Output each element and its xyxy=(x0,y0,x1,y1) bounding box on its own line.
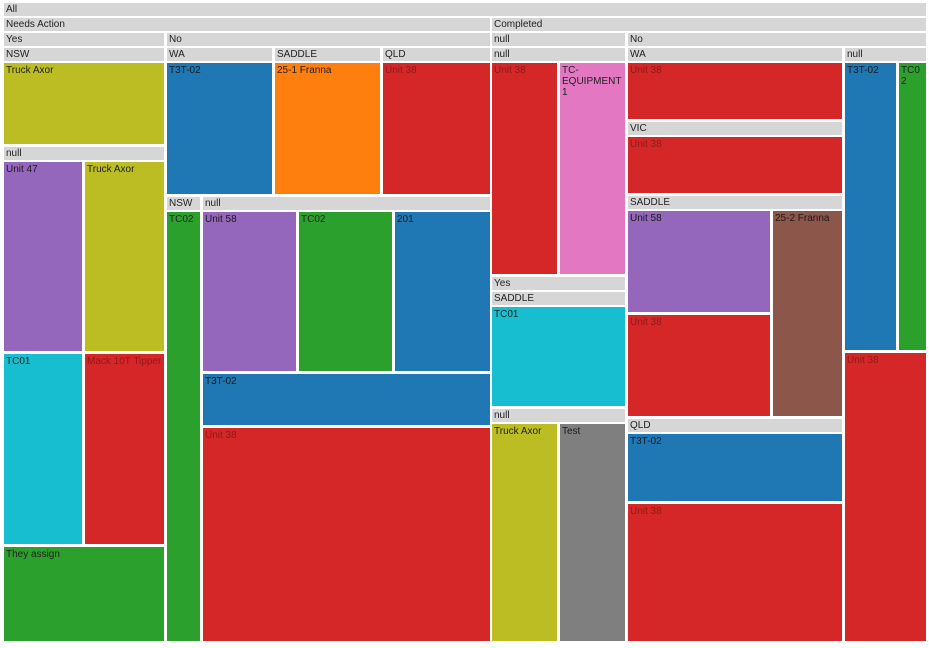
header-c-no-vic[interactable]: VIC xyxy=(628,122,842,135)
header-completed-yes[interactable]: Yes xyxy=(492,277,625,290)
header-completed[interactable]: Completed xyxy=(492,18,926,31)
leaf-unit-38[interactable]: Unit 38 xyxy=(628,137,842,193)
header-c-null-null[interactable]: null xyxy=(492,48,625,61)
leaf-they-assign[interactable]: They assign xyxy=(4,547,164,641)
header-needs-action[interactable]: Needs Action xyxy=(4,18,490,31)
header-completed-no[interactable]: No xyxy=(628,33,926,46)
leaf-unit-58[interactable]: Unit 58 xyxy=(628,211,770,312)
leaf-t3t-02[interactable]: T3T-02 xyxy=(167,63,272,194)
header-c-yes-null[interactable]: null xyxy=(492,409,625,422)
header-na-yes-nsw[interactable]: NSW xyxy=(4,48,164,61)
leaf-mack-10t-tipper[interactable]: Mack 10T Tipper xyxy=(85,354,164,544)
leaf-tc02[interactable]: TC02 xyxy=(299,212,392,371)
header-na-yes-null[interactable]: null xyxy=(4,147,164,160)
leaf-t3t-02[interactable]: T3T-02 xyxy=(203,374,490,425)
leaf-t3t-02[interactable]: T3T-02 xyxy=(845,63,896,350)
leaf-unit-47[interactable]: Unit 47 xyxy=(4,162,82,351)
leaf-t3t-02[interactable]: T3T-02 xyxy=(628,434,842,501)
header-completed-null[interactable]: null xyxy=(492,33,625,46)
leaf-unit-38[interactable]: Unit 38 xyxy=(628,63,842,119)
header-c-yes-saddle[interactable]: SADDLE xyxy=(492,292,625,305)
leaf-tc02[interactable]: TC02 xyxy=(899,63,926,350)
header-c-no-qld[interactable]: QLD xyxy=(628,419,842,432)
leaf-truck-axor[interactable]: Truck Axor xyxy=(492,424,557,641)
leaf-unit-58[interactable]: Unit 58 xyxy=(203,212,296,371)
header-na-no-qld[interactable]: QLD xyxy=(383,48,490,61)
leaf-truck-axor[interactable]: Truck Axor xyxy=(4,63,164,144)
leaf-unit-38[interactable]: Unit 38 xyxy=(628,315,770,416)
leaf-tc-equipment1[interactable]: TC-EQUIPMENT1 xyxy=(560,63,625,274)
header-c-no-wa[interactable]: WA xyxy=(628,48,842,61)
leaf-test[interactable]: Test xyxy=(560,424,625,641)
header-na-no-wa[interactable]: WA xyxy=(167,48,272,61)
leaf-unit-38[interactable]: Unit 38 xyxy=(203,428,490,641)
leaf-201[interactable]: 201 xyxy=(395,212,490,371)
leaf-unit-38[interactable]: Unit 38 xyxy=(492,63,557,274)
header-na-no-null[interactable]: null xyxy=(203,197,490,210)
header-needs-action-no[interactable]: No xyxy=(167,33,490,46)
header-na-no-nsw[interactable]: NSW xyxy=(167,197,200,210)
header-all[interactable]: All xyxy=(4,3,926,16)
leaf-25-2-franna[interactable]: 25-2 Franna xyxy=(773,211,842,416)
leaf-unit-38[interactable]: Unit 38 xyxy=(628,504,842,641)
header-na-no-saddle[interactable]: SADDLE xyxy=(275,48,380,61)
leaf-25-1-franna[interactable]: 25-1 Franna xyxy=(275,63,380,194)
leaf-tc02[interactable]: TC02 xyxy=(167,212,200,641)
leaf-unit-38[interactable]: Unit 38 xyxy=(383,63,490,194)
leaf-truck-axor[interactable]: Truck Axor xyxy=(85,162,164,351)
header-needs-action-yes[interactable]: Yes xyxy=(4,33,164,46)
leaf-unit-38[interactable]: Unit 38 xyxy=(845,353,926,641)
leaf-tc01[interactable]: TC01 xyxy=(492,307,625,406)
header-c-no-saddle[interactable]: SADDLE xyxy=(628,196,842,209)
leaf-tc01[interactable]: TC01 xyxy=(4,354,82,544)
header-c-no-null[interactable]: null xyxy=(845,48,926,61)
